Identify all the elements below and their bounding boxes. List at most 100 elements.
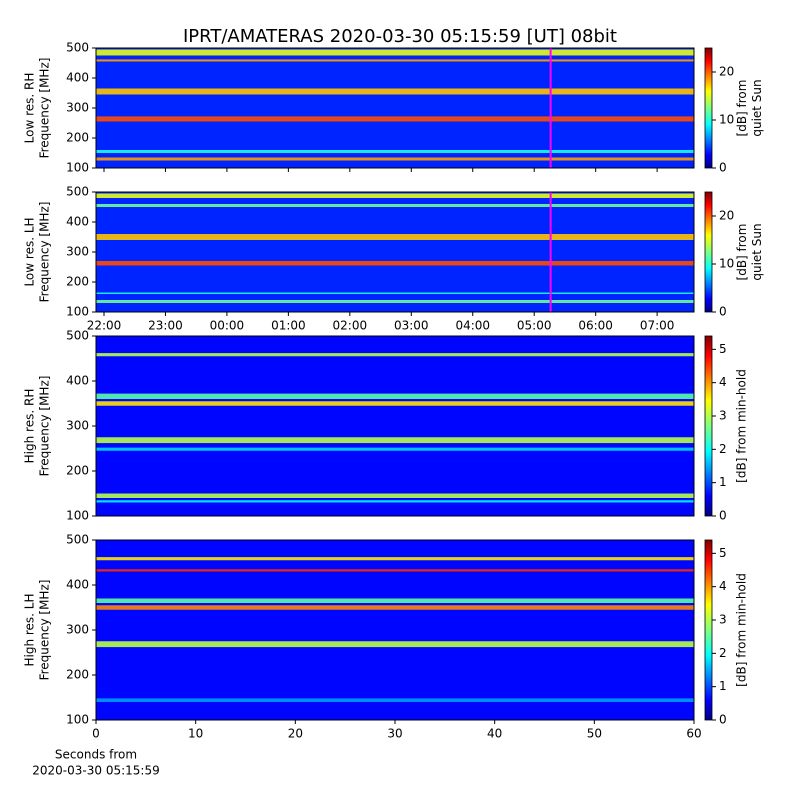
colorbar-tick-label: 0 [719,713,727,727]
spectral-band [96,116,694,122]
spectral-band [96,88,694,95]
x-tick-label: 05:00 [517,319,552,333]
colorbar-label: quiet Sun [750,79,764,136]
colorbar-tick-label: 0 [719,161,727,175]
spectral-band [96,605,694,610]
spectral-band [96,157,694,161]
spectral-band [96,393,694,399]
x-axis-label: 2020-03-30 05:15:59 [32,764,159,778]
colorbar-tick-label: 3 [719,613,727,627]
x-tick-label: 02:00 [333,319,368,333]
spectrogram-background [96,48,694,168]
colorbar-tick-label: 1 [719,475,727,489]
y-tick-label: 400 [66,578,89,592]
y-tick-label: 500 [66,185,89,199]
y-tick-label: 200 [66,275,89,289]
y-tick-label: 100 [66,713,89,727]
figure-title: IPRT/AMATERAS 2020-03-30 05:15:59 [UT] 0… [183,26,617,47]
y-axis-label: High res. RH [23,389,37,464]
x-tick-label: 04:00 [455,319,490,333]
y-axis-label: Frequency [MHz] [38,580,52,681]
spectral-band [96,59,694,62]
y-tick-label: 200 [66,464,89,478]
x-tick-label: 10 [188,727,203,741]
spectral-band [96,500,694,503]
colorbar-tick-label: 5 [719,342,727,356]
spectral-band [96,569,694,572]
x-tick-label: 0 [92,727,100,741]
colorbar [704,47,713,169]
colorbar-tick-label: 0 [719,509,727,523]
colorbar-tick-label: 10 [719,257,734,271]
spectral-band [96,150,694,153]
y-axis-label: Low res. LH [23,217,37,286]
x-tick-label: 22:00 [87,319,122,333]
spectral-band [96,49,694,56]
y-tick-label: 500 [66,329,89,343]
x-tick-label: 60 [686,727,701,741]
spectral-band [96,598,694,603]
colorbar-label: [dB] from min-hold [735,369,749,483]
x-tick-label: 07:00 [640,319,675,333]
x-tick-label: 20 [288,727,303,741]
colorbar-tick-label: 10 [719,113,734,127]
spectrogram-background [96,336,694,516]
spectrogram-background [96,540,694,720]
colorbar-tick-label: 20 [719,209,734,223]
spectral-band [96,193,694,198]
x-tick-label: 03:00 [394,319,429,333]
colorbar-label: [dB] from [735,80,749,137]
spectral-band [96,204,694,207]
y-tick-label: 300 [66,245,89,259]
colorbar [704,191,713,313]
y-tick-label: 300 [66,419,89,433]
y-tick-label: 200 [66,668,89,682]
x-tick-label: 06:00 [578,319,613,333]
y-tick-label: 400 [66,374,89,388]
x-tick-label: 00:00 [210,319,245,333]
y-tick-label: 500 [66,533,89,547]
spectral-band [96,353,694,357]
y-axis-label: High res. LH [23,593,37,666]
x-tick-label: 40 [487,727,502,741]
y-axis-label: Frequency [MHz] [38,58,52,159]
spectral-band [96,261,694,266]
y-tick-label: 200 [66,131,89,145]
x-tick-label: 23:00 [148,319,183,333]
colorbar-tick-label: 0 [719,305,727,319]
spectral-band [96,437,694,444]
y-tick-label: 100 [66,509,89,523]
y-tick-label: 400 [66,71,89,85]
spectral-band [96,641,694,648]
spectral-band [96,401,694,406]
y-axis-label: Frequency [MHz] [38,202,52,303]
colorbar-tick-label: 4 [719,579,727,593]
colorbar-tick-label: 1 [719,679,727,693]
x-tick-label: 50 [587,727,602,741]
y-tick-label: 400 [66,215,89,229]
colorbar-tick-label: 5 [719,546,727,560]
colorbar-tick-label: 20 [719,65,734,79]
spectral-band [96,447,694,451]
colorbar-label: [dB] from min-hold [735,573,749,687]
x-axis-label: Seconds from [55,748,137,762]
colorbar-tick-label: 2 [719,646,727,660]
x-tick-label: 01:00 [271,319,306,333]
colorbar-tick-label: 3 [719,409,727,423]
colorbar [704,539,713,721]
y-tick-label: 100 [66,161,89,175]
colorbar-tick-label: 4 [719,375,727,389]
spectral-band [96,698,694,702]
spectral-band [96,292,694,294]
y-tick-label: 300 [66,101,89,115]
spectral-band [96,300,694,303]
spectral-band [96,493,694,498]
y-tick-label: 100 [66,305,89,319]
spectral-band [96,557,694,561]
y-tick-label: 500 [66,41,89,55]
y-axis-label: Frequency [MHz] [38,376,52,477]
colorbar [704,335,713,517]
y-tick-label: 300 [66,623,89,637]
colorbar-tick-label: 2 [719,442,727,456]
